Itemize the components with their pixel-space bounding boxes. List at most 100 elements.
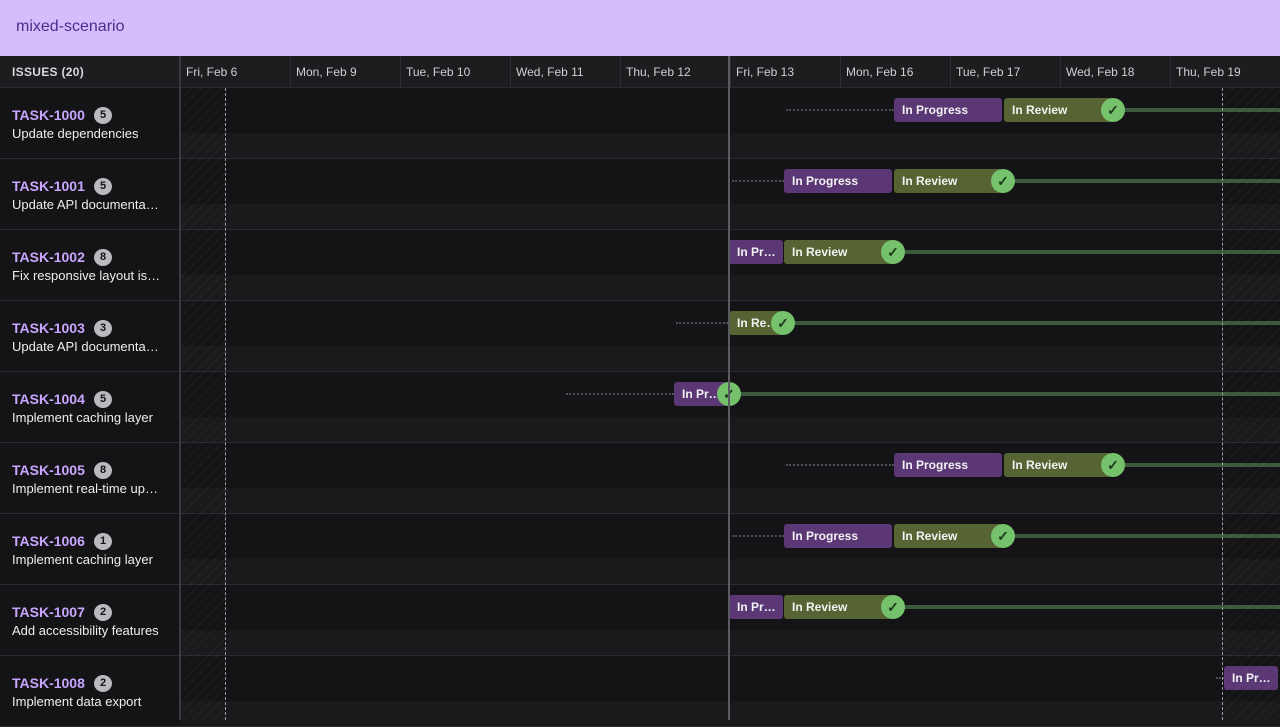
done-timeline-line: [783, 321, 1280, 325]
done-timeline-line: [1112, 463, 1280, 467]
status-bar-in-review[interactable]: In Review: [1004, 98, 1112, 122]
issue-row[interactable]: TASK-1000 5 Update dependencies In Progr…: [0, 88, 1280, 159]
story-points-badge: 2: [94, 675, 112, 692]
story-points-badge: 3: [94, 320, 112, 337]
range-start-marker: [225, 88, 226, 720]
story-points-badge: 5: [94, 178, 112, 195]
done-check-icon[interactable]: ✓: [881, 240, 905, 264]
status-bar-in-review[interactable]: In Review: [1004, 453, 1112, 477]
status-bar-in-progress[interactable]: In Progress: [784, 524, 892, 548]
task-id-link[interactable]: TASK-1001: [12, 178, 85, 194]
app-header: mixed-scenario: [0, 0, 1280, 56]
date-label: Tue, Feb 10: [406, 65, 471, 79]
task-id-link[interactable]: TASK-1002: [12, 249, 85, 265]
issue-row[interactable]: TASK-1006 1 Implement caching layer In P…: [0, 514, 1280, 585]
issue-row[interactable]: TASK-1007 2 Add accessibility features I…: [0, 585, 1280, 656]
status-bar-in-progress[interactable]: In Pr…: [729, 595, 783, 619]
done-timeline-line: [1112, 108, 1280, 112]
status-bar-in-review[interactable]: In Review: [784, 240, 892, 264]
task-id-link[interactable]: TASK-1007: [12, 604, 85, 620]
date-label: Thu, Feb 19: [1176, 65, 1241, 79]
date-label: Thu, Feb 12: [626, 65, 691, 79]
date-label: Wed, Feb 11: [516, 65, 584, 79]
issue-row[interactable]: TASK-1005 8 Implement real-time updates …: [0, 443, 1280, 514]
task-title: Fix responsive layout issues: [12, 268, 162, 283]
date-label: Mon, Feb 9: [296, 65, 357, 79]
task-id-link[interactable]: TASK-1008: [12, 675, 85, 691]
date-column-fri-feb-6: Fri, Feb 6: [180, 56, 290, 88]
status-bar-in-review[interactable]: In Review: [894, 524, 1002, 548]
story-points-badge: 5: [94, 391, 112, 408]
task-title: Update API documentation: [12, 339, 162, 354]
date-column-mon-feb-9: Mon, Feb 9: [290, 56, 400, 88]
date-column-tue-feb-17: Tue, Feb 17: [950, 56, 1060, 88]
status-bar-in-review[interactable]: In Review: [784, 595, 892, 619]
status-bar-in-progress[interactable]: In Progress: [784, 169, 892, 193]
done-timeline-line: [1003, 534, 1280, 538]
date-column-mon-feb-16: Mon, Feb 16: [840, 56, 950, 88]
date-label: Fri, Feb 13: [736, 65, 795, 79]
status-bar-in-review[interactable]: In Review: [894, 169, 1002, 193]
issue-row[interactable]: TASK-1004 5 Implement caching layer In P…: [0, 372, 1280, 443]
status-bar-in-progress[interactable]: In Pr…: [729, 240, 783, 264]
waiting-connector: [786, 464, 894, 466]
story-points-badge: 5: [94, 107, 112, 124]
done-check-icon[interactable]: ✓: [771, 311, 795, 335]
task-id-link[interactable]: TASK-1005: [12, 462, 85, 478]
date-label: Tue, Feb 17: [956, 65, 1021, 79]
done-check-icon[interactable]: ✓: [881, 595, 905, 619]
done-timeline-line: [1003, 179, 1280, 183]
story-points-badge: 2: [94, 604, 112, 621]
non-working-day-region: [1223, 88, 1280, 720]
waiting-connector: [676, 322, 728, 324]
date-column-wed-feb-18: Wed, Feb 18: [1060, 56, 1170, 88]
task-id-link[interactable]: TASK-1006: [12, 533, 85, 549]
waiting-connector: [732, 535, 784, 537]
done-timeline-line: [729, 392, 1280, 396]
task-title: Add accessibility features: [12, 623, 159, 638]
status-bar-in-progress[interactable]: In Progress: [894, 98, 1002, 122]
date-column-thu-feb-12: Thu, Feb 12: [620, 56, 730, 88]
story-points-badge: 1: [94, 533, 112, 550]
date-column-tue-feb-10: Tue, Feb 10: [400, 56, 510, 88]
story-points-badge: 8: [94, 462, 112, 479]
issue-row[interactable]: TASK-1001 5 Update API documentation In …: [0, 159, 1280, 230]
done-check-icon[interactable]: ✓: [1101, 453, 1125, 477]
task-id-link[interactable]: TASK-1003: [12, 320, 85, 336]
story-points-badge: 8: [94, 249, 112, 266]
waiting-connector: [732, 180, 784, 182]
waiting-connector: [786, 109, 894, 111]
done-timeline-line: [893, 605, 1280, 609]
task-title: Update API documentation: [12, 197, 162, 212]
non-working-day-region: [181, 88, 226, 720]
today-marker: [728, 56, 730, 720]
task-title: Implement caching layer: [12, 410, 153, 425]
done-check-icon[interactable]: ✓: [991, 169, 1015, 193]
task-title: Update dependencies: [12, 126, 139, 141]
done-timeline-line: [893, 250, 1280, 254]
date-label: Mon, Feb 16: [846, 65, 914, 79]
date-label: Wed, Feb 18: [1066, 65, 1135, 79]
done-check-icon[interactable]: ✓: [1101, 98, 1125, 122]
done-check-icon[interactable]: ✓: [991, 524, 1015, 548]
issue-rows: TASK-1000 5 Update dependencies In Progr…: [0, 88, 1280, 727]
status-bar-in-progress[interactable]: In Progress: [894, 453, 1002, 477]
task-title: Implement data export: [12, 694, 142, 709]
timeline-header: ISSUES (20): [0, 56, 1280, 88]
app-title: mixed-scenario: [16, 18, 125, 35]
task-id-link[interactable]: TASK-1004: [12, 391, 85, 407]
task-title: Implement caching layer: [12, 552, 153, 567]
waiting-connector: [566, 393, 674, 395]
task-id-link[interactable]: TASK-1000: [12, 107, 85, 123]
issue-row[interactable]: TASK-1002 8 Fix responsive layout issues…: [0, 230, 1280, 301]
waiting-connector: [1216, 677, 1224, 679]
date-label: Fri, Feb 6: [186, 65, 238, 79]
date-column-wed-feb-11: Wed, Feb 11: [510, 56, 620, 88]
range-end-marker: [1222, 88, 1223, 720]
issues-count-header: ISSUES (20): [12, 65, 84, 79]
issues-column-divider: [179, 56, 181, 720]
status-bar-in-progress[interactable]: In Pr…: [1224, 666, 1278, 690]
date-column-fri-feb-13: Fri, Feb 13: [730, 56, 840, 88]
issue-row[interactable]: TASK-1003 3 Update API documentation In …: [0, 301, 1280, 372]
date-column-thu-feb-19: Thu, Feb 19: [1170, 56, 1280, 88]
